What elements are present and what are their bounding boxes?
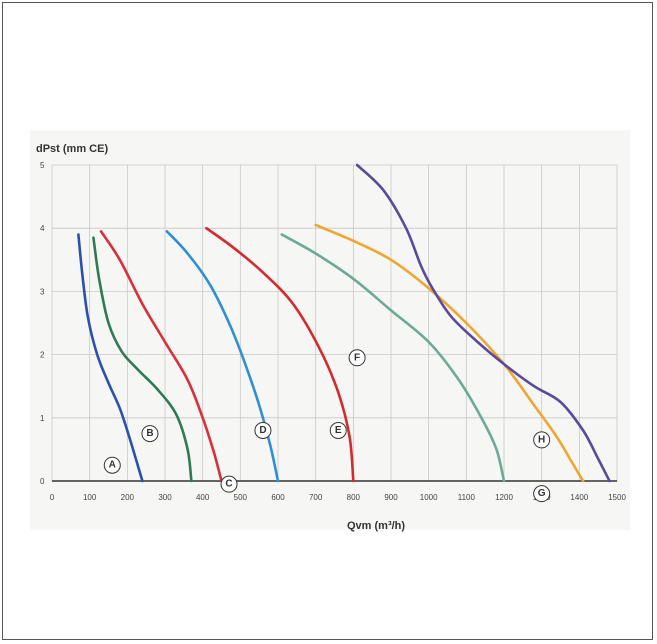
series-badge-label: H	[538, 434, 545, 445]
series-badge-circle	[103, 456, 121, 474]
series-badge-circle	[220, 475, 238, 493]
series-badge-F: F	[348, 349, 366, 367]
series-badge-A: A	[103, 456, 121, 474]
y-tick-label: 2	[40, 351, 45, 360]
series-badge-label: A	[109, 460, 116, 471]
series-line-C	[99, 230, 223, 483]
series-line-B	[92, 236, 193, 483]
x-tick-label: 1200	[495, 493, 513, 502]
x-tick-label: 900	[384, 493, 398, 502]
series-line-G	[314, 223, 585, 483]
x-tick-label: 300	[158, 493, 172, 502]
chart-background	[30, 130, 630, 530]
series-line-D	[165, 230, 280, 483]
series-badge-circle	[533, 485, 551, 503]
series-badge-label: D	[259, 425, 266, 436]
series-badge-circle	[348, 349, 366, 367]
y-axis-label: dPst (mm CE)	[36, 143, 108, 155]
x-tick-label: 1100	[458, 493, 476, 502]
series-lines	[77, 163, 611, 483]
series-line-H	[355, 163, 611, 483]
x-tick-label: 600	[271, 493, 285, 502]
series-badge-E: E	[329, 421, 347, 439]
y-tick-label: 0	[40, 477, 45, 486]
series-badge-circle	[141, 425, 159, 443]
x-tick-label: 1000	[420, 493, 438, 502]
grid-lines	[51, 164, 618, 482]
x-tick-label: 1400	[570, 493, 588, 502]
x-tick-label: 400	[196, 493, 210, 502]
x-tick-label: 700	[309, 493, 323, 502]
x-tick-label: 200	[121, 493, 135, 502]
x-axis-label: Qvm (m³/h)	[347, 520, 405, 532]
series-line-A	[77, 233, 144, 483]
x-tick-label: 500	[234, 493, 248, 502]
y-tick-label: 5	[40, 161, 45, 170]
series-line-E	[205, 226, 355, 483]
y-tick-label: 1	[40, 414, 45, 423]
series-badge-D: D	[254, 421, 272, 439]
y-tick-label: 3	[40, 287, 45, 296]
x-tick-label: 0	[50, 493, 55, 502]
series-badge-B: B	[141, 425, 159, 443]
y-tick-labels: 0 1 2 3 4 5	[40, 161, 45, 486]
x-tick-label: 800	[347, 493, 361, 502]
series-labels: A B C D E F G H	[103, 349, 551, 503]
series-badge-G: G	[533, 485, 551, 503]
x-tick-label: 1500	[608, 493, 626, 502]
x-tick-label: 100	[83, 493, 97, 502]
series-badge-label: C	[225, 479, 232, 490]
y-tick-label: 4	[40, 224, 45, 233]
series-badge-label: E	[335, 425, 342, 436]
series-badge-C: C	[220, 475, 238, 493]
series-badge-label: G	[538, 488, 546, 499]
series-line-F	[280, 233, 506, 483]
series-badge-label: B	[146, 428, 153, 439]
series-badge-label: F	[354, 352, 360, 363]
series-badge-circle	[329, 421, 347, 439]
series-badge-H: H	[533, 431, 551, 449]
series-badge-circle	[254, 421, 272, 439]
series-badge-circle	[533, 431, 551, 449]
